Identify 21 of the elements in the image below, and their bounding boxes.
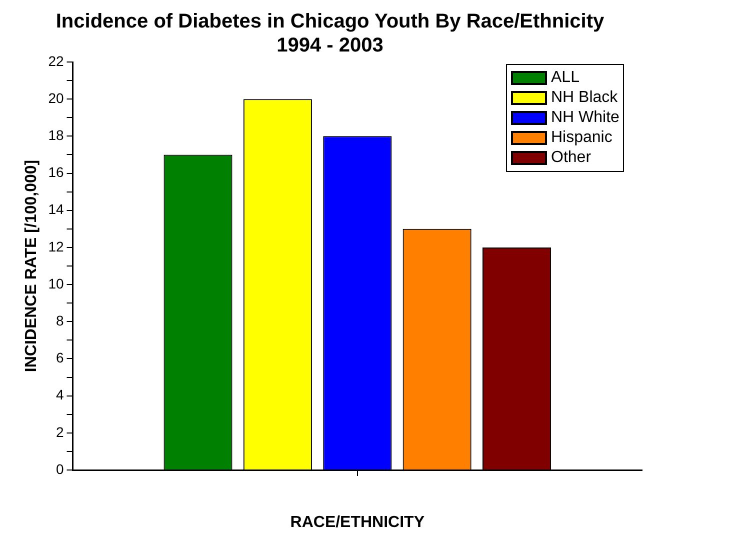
y-tick-label: 6 — [56, 350, 64, 366]
y-tick-label: 14 — [48, 201, 64, 218]
x-axis-title: RACE/ETHNICITY — [290, 514, 425, 531]
legend-label: Hispanic — [551, 129, 612, 147]
y-tick-label: 0 — [56, 460, 64, 477]
legend-label: ALL — [551, 69, 580, 87]
y-axis-title: INCIDENCE RATE [/100,000] — [23, 160, 40, 372]
y-tick-label: 18 — [48, 127, 64, 144]
y-tick-label: 4 — [56, 386, 64, 403]
y-tick-label: 12 — [48, 238, 64, 254]
legend-label: NH Black — [551, 89, 618, 107]
text: Incidence of Diabetes in Chicago Youth By Race/Ethnicity — [56, 10, 604, 33]
y-tick-label: 16 — [48, 164, 64, 180]
y-tick-label: 22 — [48, 52, 64, 69]
y-tick-label: 10 — [48, 275, 64, 292]
legend-label: NH White — [551, 109, 620, 127]
y-tick-label: 2 — [56, 424, 64, 440]
text: 1994 - 2003 — [276, 34, 384, 57]
y-tick-label: 8 — [56, 312, 64, 328]
y-tick-label: 20 — [48, 90, 64, 106]
legend-label: Other — [551, 149, 592, 167]
